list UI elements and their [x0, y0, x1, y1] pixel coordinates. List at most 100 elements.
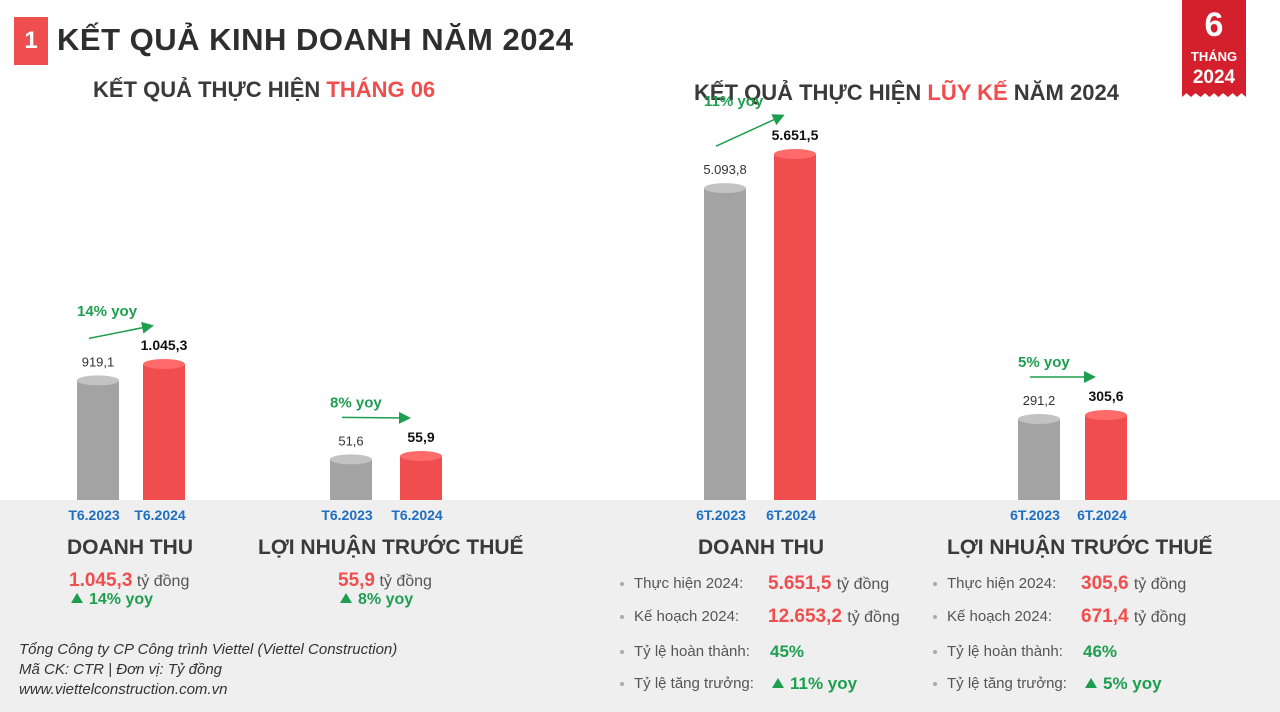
ytd-section-title: KẾT QUẢ THỰC HIỆN LŨY KẾ NĂM 2024	[694, 80, 1119, 106]
ytd-profit-title: LỢI NHUẬN TRƯỚC THUẾ	[947, 536, 1213, 559]
bar	[330, 459, 372, 500]
page-title: KẾT QUẢ KINH DOANH NĂM 2024	[57, 22, 574, 57]
monthly-title-prefix: KẾT QUẢ THỰC HIỆN	[93, 77, 327, 102]
ytd-revenue-plan-row: Kế hoạch 2024: 12.653,2 tỷ đồng	[620, 605, 930, 629]
badge-month: THÁNG	[1190, 49, 1238, 64]
footer-website: www.viettelconstruction.com.vn	[19, 681, 228, 698]
monthly-section-title: KẾT QUẢ THỰC HIỆN THÁNG 06	[93, 77, 435, 103]
bar-top	[400, 451, 442, 461]
ytd-profit-completion-label: Tỷ lệ hoàn thành:	[947, 643, 1063, 660]
yoy-label: 5% yoy	[1018, 354, 1070, 371]
bullet-icon	[933, 650, 937, 654]
period-badge: 6 THÁNG 2024	[1182, 0, 1246, 97]
badge-year: 2024	[1192, 67, 1236, 88]
bullet-icon	[620, 582, 624, 586]
data-label: 5.093,8	[703, 162, 746, 177]
category-label: T6.2023	[68, 507, 120, 523]
bar-top	[330, 454, 372, 465]
category-label: 6T.2023	[1010, 507, 1060, 523]
ytd-revenue-growth-row: Tỷ lệ tăng trưởng: 11% yoy	[620, 672, 930, 696]
monthly-revenue-yoy-line: 14% yoy	[71, 591, 153, 609]
ytd-revenue-title: DOANH THU	[698, 536, 824, 559]
ytd-profit-plan-row: Kế hoạch 2024: 671,4 tỷ đồng	[933, 605, 1233, 629]
ytd-profit-growth-value: 5% yoy	[1103, 674, 1162, 693]
yoy-arrow	[88, 321, 154, 340]
bullet-icon	[620, 615, 624, 619]
category-label: 6T.2024	[766, 507, 816, 523]
data-label: 51,6	[338, 433, 363, 448]
ytd-profit-plan-label: Kế hoạch 2024:	[947, 608, 1053, 625]
bullet-icon	[620, 650, 624, 654]
bullet-icon	[933, 682, 937, 686]
up-triangle-icon	[1085, 678, 1097, 688]
ytd-revenue-actual-unit: tỷ đồng	[836, 576, 890, 593]
bar	[704, 188, 746, 500]
monthly-profit-title: LỢI NHUẬN TRƯỚC THUẾ	[258, 536, 524, 559]
section-number: 1	[14, 17, 48, 65]
monthly-revenue-unit: tỷ đồng	[136, 573, 190, 590]
ytd-revenue-plan-unit: tỷ đồng	[847, 609, 900, 626]
data-label: 305,6	[1088, 388, 1123, 404]
ytd-title-highlight: LŨY KẾ	[927, 80, 1008, 105]
data-label: 919,1	[82, 354, 115, 369]
ytd-title-prefix: KẾT QUẢ THỰC HIỆN	[694, 80, 928, 105]
bar-top	[1018, 414, 1060, 425]
data-label: 55,9	[407, 429, 434, 445]
monthly-profit-yoy-line: 8% yoy	[340, 591, 413, 609]
yoy-label: 8% yoy	[330, 394, 382, 411]
yoy-label: 11% yoy	[704, 93, 764, 110]
footer-company: Tổng Công ty CP Công trình Viettel (Viet…	[19, 641, 398, 658]
bar-top	[774, 149, 816, 159]
badge-number: 6	[1204, 6, 1224, 44]
bullet-icon	[620, 682, 624, 686]
footer-ticker: Mã CK: CTR | Đơn vị: Tỷ đồng	[19, 661, 223, 678]
bar-top	[77, 375, 119, 386]
monthly-revenue-title: DOANH THU	[67, 536, 193, 559]
ytd-revenue-actual-value: 5.651,5	[768, 573, 832, 594]
ytd-profit-completion-row: Tỷ lệ hoàn thành: 46%	[933, 640, 1233, 664]
bar	[77, 380, 119, 500]
ytd-revenue-plan-label: Kế hoạch 2024:	[634, 608, 740, 625]
bar-top	[143, 359, 185, 369]
bar	[774, 154, 816, 500]
bar	[1018, 419, 1060, 500]
monthly-profit-value-line: 55,9 tỷ đồng	[338, 570, 432, 592]
yoy-label: 14% yoy	[77, 303, 138, 320]
ytd-revenue-completion-value: 45%	[770, 642, 805, 661]
category-label: T6.2023	[321, 507, 373, 523]
yoy-arrow	[341, 411, 411, 424]
ytd-profit-actual-row: Thực hiện 2024: 305,6 tỷ đồng	[933, 572, 1233, 596]
ytd-profit-growth-label: Tỷ lệ tăng trưởng:	[947, 675, 1067, 692]
category-label: 6T.2024	[1077, 507, 1127, 523]
bottom-panel	[0, 500, 1280, 712]
data-label: 291,2	[1023, 393, 1056, 408]
ytd-profit-actual-value: 305,6	[1081, 573, 1129, 594]
up-triangle-icon	[340, 593, 352, 603]
yoy-arrow	[715, 114, 785, 147]
ytd-profit-actual-unit: tỷ đồng	[1133, 576, 1187, 593]
ytd-revenue-plan-value: 12.653,2	[768, 606, 842, 627]
monthly-revenue-value-line: 1.045,3 tỷ đồng	[69, 570, 189, 592]
ytd-revenue-actual-row: Thực hiện 2024: 5.651,5 tỷ đồng	[620, 572, 930, 596]
ytd-revenue-completion-label: Tỷ lệ hoàn thành:	[634, 643, 750, 660]
category-label: T6.2024	[391, 507, 443, 523]
bar	[400, 456, 442, 500]
monthly-profit-yoy: 8% yoy	[358, 591, 414, 608]
ytd-revenue-actual-label: Thực hiện 2024:	[634, 575, 744, 592]
up-triangle-icon	[71, 593, 83, 603]
data-label: 5.651,5	[772, 127, 819, 143]
monthly-revenue-value: 1.045,3	[69, 570, 133, 591]
bar-top	[1085, 410, 1127, 420]
ytd-profit-growth-row: Tỷ lệ tăng trưởng: 5% yoy	[933, 672, 1233, 696]
monthly-profit-unit: tỷ đồng	[379, 573, 432, 590]
bar-top	[704, 183, 746, 194]
category-label: 6T.2023	[696, 507, 746, 523]
monthly-revenue-yoy: 14% yoy	[89, 591, 154, 608]
ytd-revenue-growth-value: 11% yoy	[790, 674, 858, 693]
ytd-revenue-growth-label: Tỷ lệ tăng trưởng:	[634, 675, 754, 692]
ytd-revenue-completion-row: Tỷ lệ hoàn thành: 45%	[620, 640, 930, 664]
bullet-icon	[933, 582, 937, 586]
bullet-icon	[933, 615, 937, 619]
ytd-profit-completion-value: 46%	[1083, 642, 1118, 661]
